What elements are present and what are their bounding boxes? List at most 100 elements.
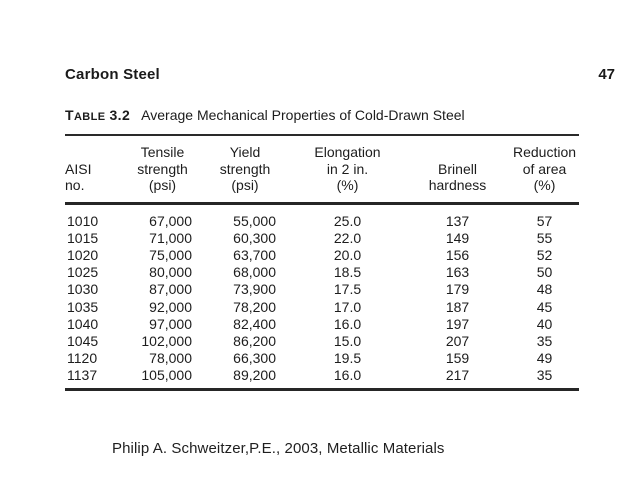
table-cell: 197 [445, 315, 470, 332]
table-cell: 75,000 [149, 246, 192, 263]
column-header-brinell-hardness: Brinell hardness [405, 136, 510, 205]
column-header-elongation: Elongation in 2 in. (%) [290, 136, 405, 205]
table-cell: 57 [536, 212, 553, 229]
table-cell: 156 [445, 246, 470, 263]
column-header-line: hardness [428, 177, 487, 193]
table-cell: 71,000 [149, 229, 192, 246]
table-cell: 35 [536, 332, 553, 349]
column-header-line: (%) [533, 177, 556, 193]
table-cell: 1025 [67, 264, 99, 281]
chapter-title: Carbon Steel [65, 66, 160, 83]
table-cell: 16.0 [333, 367, 362, 384]
table-cell: 35 [536, 367, 553, 384]
column-header-line: (psi) [231, 177, 259, 193]
column-header-line: in 2 in. [326, 160, 369, 177]
table-cell: 66,300 [233, 350, 276, 367]
table-cell: 73,900 [233, 281, 276, 298]
table-cell: 18.5 [333, 264, 362, 281]
table-cell: 22.0 [333, 229, 362, 246]
table-cell: 67,000 [149, 212, 192, 229]
table-cell: 97,000 [149, 315, 192, 332]
table-cell: 15.0 [333, 332, 362, 349]
table-header-row: AISI no. Tensile strength (psi) Yield strength… [65, 136, 579, 205]
table-cell: 1120 [67, 350, 98, 367]
table-row: 1030 87,000 73,900 17.5 179 48 [65, 281, 579, 298]
table-cell: 137 [445, 212, 470, 229]
table-cell: 17.5 [333, 281, 362, 298]
table-cell: 1035 [67, 298, 99, 315]
table-cell: 45 [536, 298, 553, 315]
column-header-line: (psi) [148, 177, 177, 193]
table-cell: 1030 [67, 281, 99, 298]
table-label-smallcaps: ABLE [73, 111, 106, 123]
table-cell: 55,000 [233, 212, 276, 229]
table-cell: 60,300 [233, 229, 276, 246]
table-cell: 105,000 [141, 367, 192, 384]
table-cell: 1040 [67, 315, 99, 332]
column-header-line: Yield [229, 144, 261, 160]
table-cell: 25.0 [333, 212, 362, 229]
table-cell: 1137 [67, 367, 98, 384]
table-cell: 68,000 [233, 264, 276, 281]
table-cell: 63,700 [233, 246, 276, 263]
table-block: TABLE 3.2 Average Mechanical Properties of… [65, 107, 579, 391]
table-cell: 163 [445, 264, 470, 281]
table-cell: 1020 [67, 246, 99, 263]
table-row: 1010 67,000 55,000 25.0 137 57 [65, 203, 579, 230]
table-row: 1040 97,000 82,400 16.0 197 40 [65, 316, 579, 333]
table-header: AISI no. Tensile strength (psi) Yield strength… [65, 136, 579, 205]
column-header-line: (%) [336, 177, 359, 193]
table-cell: 92,000 [149, 298, 192, 315]
table-cell: 89,200 [233, 367, 276, 384]
table-cell: 16.0 [333, 315, 362, 332]
column-header-line: Reduction [512, 144, 577, 160]
table-cell: 102,000 [141, 332, 192, 349]
page-number: 47 [598, 66, 615, 83]
table-number: 3.2 [109, 107, 131, 123]
table-cell: 55 [536, 229, 553, 246]
table-cell: 1045 [67, 332, 99, 349]
table-cell: 78,200 [233, 298, 276, 315]
table-row: 1137 105,000 89,200 16.0 217 35 [65, 367, 579, 389]
column-header-line: Elongation [314, 144, 381, 160]
mechanical-properties-table: AISI no. Tensile strength (psi) Yield strength… [65, 136, 579, 391]
table-title-line: TABLE 3.2 Average Mechanical Properties of… [65, 107, 579, 136]
table-row: 1015 71,000 60,300 22.0 149 55 [65, 230, 579, 247]
table-cell: 187 [445, 298, 470, 315]
table-cell: 78,000 [149, 350, 192, 367]
source-citation: Philip A. Schweitzer,P.E., 2003, Metalli… [112, 440, 445, 457]
table-cell: 52 [536, 246, 553, 263]
table-row: 1120 78,000 66,300 19.5 159 49 [65, 350, 579, 367]
table-cell: 87,000 [149, 281, 192, 298]
table-body: 1010 67,000 55,000 25.0 137 57 1015 71,000 60,30… [65, 203, 579, 389]
table-cell: 82,400 [233, 315, 276, 332]
table-row: 1035 92,000 78,200 17.0 187 45 [65, 299, 579, 316]
column-header-line: strength [137, 160, 188, 177]
column-header-line: strength [219, 160, 271, 177]
column-header-line: Tensile [140, 144, 185, 160]
table-cell: 179 [445, 281, 470, 298]
table-cell: 80,000 [149, 264, 192, 281]
table-cell: 50 [536, 264, 553, 281]
column-header-reduction-of-area: Reduction of area (%) [510, 136, 579, 205]
column-header-yield-strength: Yield strength (psi) [200, 136, 290, 205]
column-header-aisi-no: AISI no. [65, 136, 125, 205]
table-row: 1025 80,000 68,000 18.5 163 50 [65, 264, 579, 281]
table-cell: 19.5 [333, 350, 362, 367]
table-title: Average Mechanical Properties of Cold-Dr… [141, 107, 465, 123]
column-header-tensile-strength: Tensile strength (psi) [125, 136, 200, 205]
table-cell: 207 [445, 332, 470, 349]
table-label-initial: T [65, 107, 74, 123]
table-cell: 86,200 [233, 332, 276, 349]
table-cell: 48 [536, 281, 553, 298]
table-cell: 159 [445, 350, 470, 367]
table-cell: 17.0 [333, 298, 362, 315]
column-header-line: of area [522, 160, 567, 177]
column-header-line: Brinell [438, 160, 477, 177]
table-cell: 40 [536, 315, 553, 332]
table-cell: 49 [536, 350, 553, 367]
table-row: 1045 102,000 86,200 15.0 207 35 [65, 333, 579, 350]
table-cell: 149 [445, 229, 470, 246]
table-cell: 1015 [67, 229, 99, 246]
